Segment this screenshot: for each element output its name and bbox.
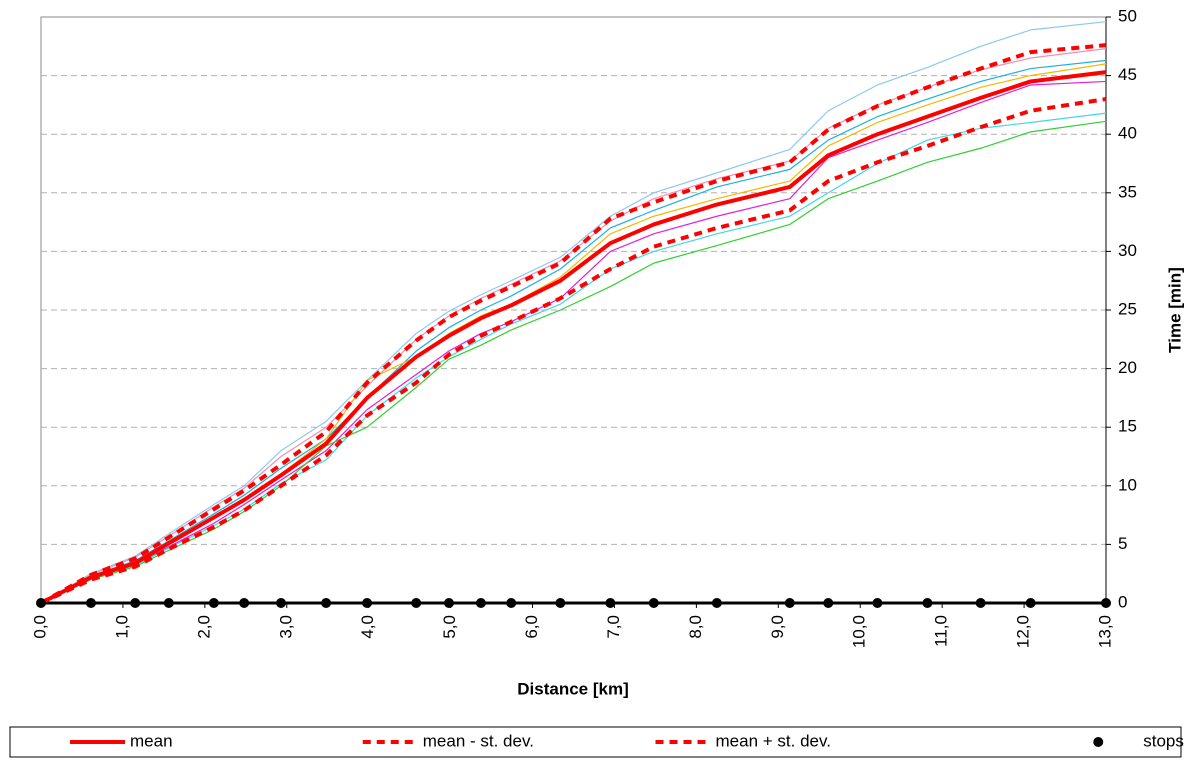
x-tick-label: 1,0 (112, 615, 131, 639)
stop-marker (276, 598, 287, 608)
stop-marker (321, 598, 332, 608)
stop-marker (506, 598, 517, 608)
stop-marker (163, 598, 174, 608)
stop-marker (605, 598, 616, 608)
stop-marker (784, 598, 795, 608)
y-tick-label: 0 (1118, 592, 1127, 611)
stop-marker (130, 598, 141, 608)
x-tick-label: 6,0 (522, 615, 541, 639)
stop-marker (823, 598, 834, 608)
series-line (40, 120, 1107, 604)
y-tick-label: 35 (1118, 182, 1137, 201)
stop-marker (85, 598, 96, 608)
stop-marker (1101, 598, 1111, 608)
stop-marker (475, 598, 486, 608)
stop-marker (36, 598, 46, 608)
x-tick-label: 5,0 (440, 615, 459, 639)
stop-marker (1025, 598, 1036, 608)
y-tick-label: 15 (1118, 417, 1137, 436)
series-line (40, 97, 1107, 605)
x-tick-label: 4,0 (358, 615, 377, 639)
stop-marker (922, 598, 933, 608)
stop-marker (872, 598, 883, 608)
x-tick-label: 7,0 (604, 615, 623, 639)
series-line (40, 48, 1107, 604)
x-tick-label: 10,0 (850, 615, 869, 648)
x-axis-title: Distance [km] (517, 679, 628, 698)
y-tick-label: 5 (1118, 534, 1127, 553)
x-tick-label: 3,0 (276, 615, 295, 639)
legend-marker (1093, 737, 1104, 747)
y-tick-label: 45 (1118, 65, 1137, 84)
x-tick-label: 13,0 (1095, 615, 1114, 648)
stop-marker (411, 598, 422, 608)
y-tick-label: 30 (1118, 241, 1137, 260)
x-tick-label: 12,0 (1014, 615, 1033, 648)
x-tick-label: 8,0 (686, 615, 705, 639)
stop-marker (443, 598, 454, 608)
series-line (40, 21, 1107, 604)
legend-label: mean (130, 731, 173, 750)
y-tick-label: 20 (1118, 358, 1137, 377)
stop-marker (711, 598, 722, 608)
stop-marker (555, 598, 566, 608)
legend-label: stops (1143, 731, 1184, 750)
legend-label: mean - st. dev. (423, 731, 534, 750)
stop-marker (975, 598, 986, 608)
series-line (40, 70, 1107, 605)
y-tick-label: 40 (1118, 124, 1137, 143)
stop-marker (239, 598, 250, 608)
x-tick-label: 0,0 (30, 615, 49, 639)
y-axis-title: Time [min] (1165, 267, 1184, 353)
stop-marker (208, 598, 219, 608)
stop-marker (648, 598, 659, 608)
x-tick-label: 9,0 (768, 615, 787, 639)
legend-box (9, 726, 1182, 758)
y-tick-label: 25 (1118, 299, 1137, 318)
y-tick-label: 50 (1118, 6, 1137, 25)
series-line (40, 59, 1107, 604)
x-tick-label: 2,0 (194, 615, 213, 639)
series-line (40, 112, 1107, 604)
x-tick-label: 11,0 (932, 615, 951, 647)
legend-label: mean + st. dev. (716, 731, 831, 750)
series-line (40, 43, 1107, 605)
stop-marker (362, 598, 373, 608)
y-tick-label: 10 (1118, 475, 1137, 494)
